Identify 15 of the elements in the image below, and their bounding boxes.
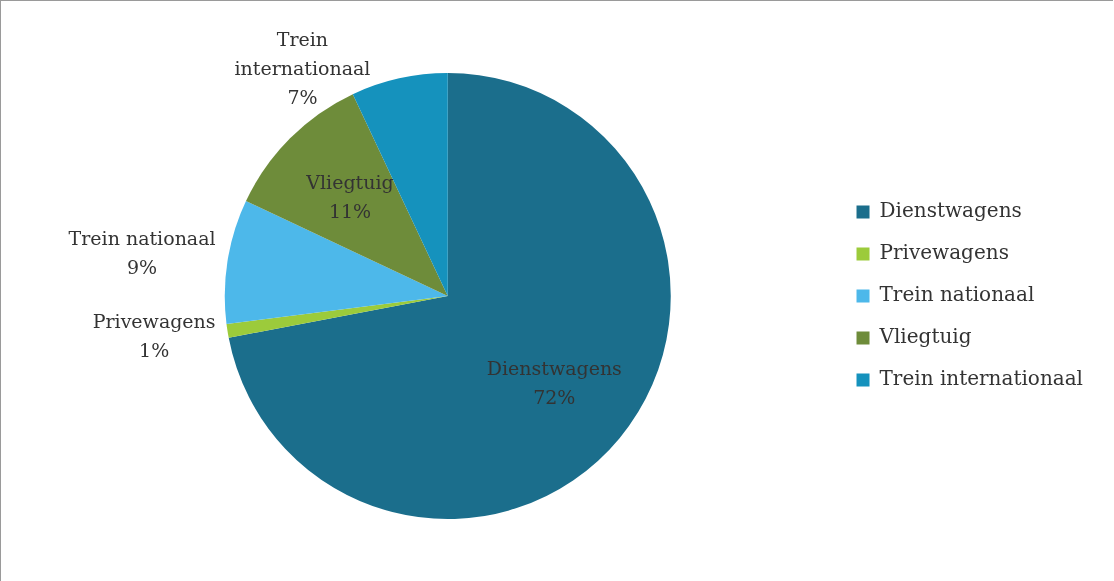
slice-label: Privewagens [92,310,216,333]
slice-label: Dienstwagens [486,356,622,379]
legend-label: Privewagens [879,240,1009,265]
slice-label: Vliegtuig [305,170,394,193]
legend-label: Trein internationaal [879,366,1084,391]
slice-label: Trein internationaal [234,28,371,80]
legend-label: Dienstwagens [879,198,1022,223]
legend-label: Trein nationaal [879,282,1035,307]
data-label: 1% [139,339,170,362]
data-label: 72% [533,385,576,408]
legend-label: Vliegtuig [878,324,972,349]
data-label: 11% [328,199,372,222]
data-label: 7% [287,86,318,109]
data-label: 9% [127,255,158,278]
slice-label: Trein nationaal [68,226,216,249]
